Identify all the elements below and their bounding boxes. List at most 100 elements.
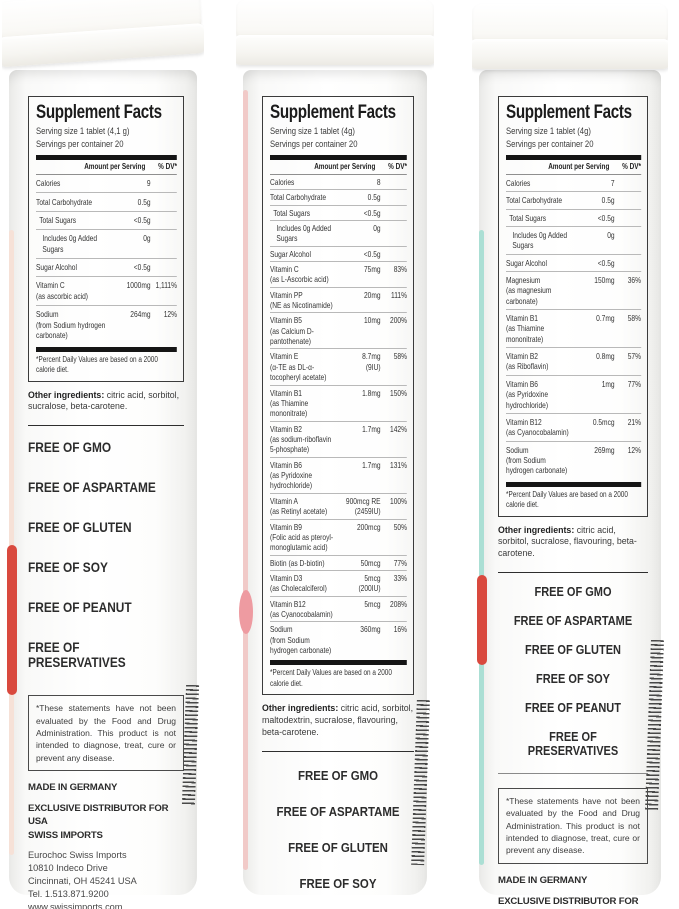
facts-row: Vitamin B12 (as Cyanocobalamin) 5mcg 208… [270, 597, 407, 623]
nutrient-name: Total Carbohydrate [270, 192, 327, 203]
serving-size: Serving size 1 tablet (4,1 g) [36, 125, 130, 137]
nutrient-amount: 1.7mg [362, 459, 381, 470]
free-of-item: FREE OF ASPARTAME [513, 614, 633, 629]
tube-3-body: Supplement Facts Serving size 1 tablet (… [477, 70, 664, 907]
amount-header: Amount per Serving [548, 162, 610, 172]
nutrient-name-cell: Sodium (from Sodium hydrogen carbonate) [36, 309, 107, 340]
nutrient-dv: 111% [391, 289, 407, 300]
nutrient-amount: 900mcg RE (2459IU) [345, 495, 381, 517]
facts-row: Biotin (as D-biotin) 50mcg 77% [270, 556, 407, 571]
nutrient-name-cell: Calories [506, 178, 571, 188]
nutrient-dv: 58% [393, 351, 407, 362]
nutrient-name-cell: Sugar Alcohol [270, 249, 337, 259]
nutrient-name-cell: Vitamin B9 (Folic acid as pteroyl-monogl… [270, 522, 337, 553]
nutrient-name: Includes 0g Added Sugars [42, 233, 98, 254]
free-of-item: FREE OF SOY [299, 875, 377, 891]
nutrient-subname: (from Sodium hydrogen carbonate) [36, 319, 106, 340]
nutrient-subname: (as Pyridoxine hydrochloride) [270, 470, 313, 491]
nutrient-name-cell: Sugar Alcohol [36, 262, 107, 272]
nutrient-amount: 0.5g [137, 196, 151, 207]
nutrient-amount: 0.5g [601, 195, 615, 206]
nutrient-dv: 131% [390, 459, 407, 470]
distributor-line2: SWISS IMPORTS [28, 829, 103, 841]
nutrient-name: Total Carbohydrate [36, 196, 93, 207]
other-ingredients: Other ingredients: citric acid, sorbitol… [28, 390, 184, 414]
nutrient-dv: 36% [627, 274, 641, 285]
nutrient-name-cell: Vitamin B1 (as Thiamine mononitrate) [506, 313, 571, 344]
tube-3-cap [472, 4, 668, 69]
nutrient-dv [617, 178, 641, 188]
nutrient-name: Biotin (as D-biotin) [270, 557, 325, 568]
fruit-illustration-edge [477, 575, 487, 665]
facts-row: Includes 0g Added Sugars 0g [506, 227, 641, 255]
nutrient-amount: 200mcg [356, 521, 381, 532]
nutrient-dv [383, 177, 407, 187]
nutrient-name-cell: Total Sugars [506, 213, 571, 223]
nutrient-name-cell: Vitamin E (α-TE as DL-α-tocopheryl aceta… [270, 351, 337, 382]
nutrient-dv: 58% [627, 313, 641, 324]
nutrient-dv [617, 213, 641, 223]
nutrient-dv: 77% [627, 378, 641, 389]
tube-2-cap [236, 0, 434, 65]
nutrient-amount: 7 [610, 177, 615, 188]
facts-row: Magnesium (as magnesium carbonate) 150mg… [506, 272, 641, 311]
nutrient-subname: (as Thiamine mononitrate) [506, 323, 545, 344]
facts-row: Sodium (from Sodium hydrogen carbonate) … [36, 306, 177, 344]
facts-row: Total Sugars <0.5g [270, 206, 407, 221]
nutrient-name-cell: Vitamin B12 (as Cyanocobalamin) [270, 599, 337, 620]
nutrient-name-cell: Includes 0g Added Sugars [36, 233, 107, 254]
nutrient-dv [617, 230, 641, 251]
nutrient-name: Total Sugars [273, 207, 311, 218]
nutrient-name: Vitamin B6 [506, 378, 538, 389]
nutrient-subname: (Folic acid as pteroyl-monoglutamic acid… [270, 531, 334, 553]
nutrient-amount: 360mg [360, 624, 381, 635]
tube-2-body: Supplement Facts Serving size 1 tablet (… [239, 70, 430, 895]
tube-3-label: Supplement Facts Serving size 1 tablet (… [479, 70, 661, 909]
address-line: Eurochoc Swiss Imports [28, 850, 127, 861]
facts-row: Vitamin A (as Retinyl acetate) 900mcg RE… [270, 494, 407, 520]
facts-row: Sugar Alcohol <0.5g [36, 259, 177, 277]
nutrient-name-cell: Total Carbohydrate [36, 197, 107, 207]
facts-title: Supplement Facts [36, 102, 162, 123]
facts-row: Includes 0g Added Sugars 0g [36, 230, 177, 259]
nutrient-name: Sodium [270, 624, 293, 635]
supplement-facts-panel: Supplement Facts Serving size 1 tablet (… [262, 96, 414, 696]
nutrient-amount: <0.5g [133, 262, 151, 273]
nutrient-amount: 8.7mg (9IU) [362, 351, 381, 372]
nutrient-subname: (as Thiamine mononitrate) [270, 397, 309, 419]
nutrient-dv [383, 208, 407, 218]
free-of-item: FREE OF PRESERVATIVES [28, 640, 126, 671]
nutrient-amount: 50mcg [360, 557, 381, 568]
address-line: www.swissimports.com [28, 902, 123, 909]
nutrient-amount: 0g [373, 222, 381, 233]
nutrient-amount: 20mg [363, 289, 381, 300]
facts-header: Amount per Serving % DV* [270, 160, 407, 175]
nutrient-subname: (NE as Nicotinamide) [270, 300, 333, 311]
nutrient-name: Magnesium [506, 274, 541, 285]
free-of-item: FREE OF GMO [297, 767, 379, 783]
nutrient-dv: 208% [390, 598, 407, 609]
facts-row: Sugar Alcohol <0.5g [270, 247, 407, 262]
nutrient-name: Sodium [36, 309, 59, 320]
nutrient-amount: <0.5g [133, 215, 151, 226]
nutrient-dv [153, 233, 177, 254]
nutrient-dv: 142% [390, 423, 407, 434]
facts-row: Vitamin B6 (as Pyridoxine hydrochloride)… [270, 458, 407, 494]
facts-row: Vitamin B2 (as Riboflavin) 0.8mg 57% [506, 348, 641, 376]
facts-row: Total Carbohydrate 0.5g [270, 190, 407, 206]
facts-row: Calories 9 [36, 175, 177, 194]
nutrient-name: Vitamin B5 [270, 315, 302, 326]
amount-header: Amount per Serving [84, 162, 146, 172]
nutrient-amount: 0g [143, 233, 151, 244]
nutrient-name-cell: Vitamin PP (NE as Nicotinamide) [270, 290, 337, 311]
nutrient-dv [617, 195, 641, 205]
nutrient-name-cell: Vitamin C (as L-Ascorbic acid) [270, 264, 337, 285]
tube-1-label: Supplement Facts Serving size 1 tablet (… [9, 70, 197, 909]
nutrient-name: Sodium [506, 444, 529, 455]
fruit-illustration-edge [7, 545, 17, 695]
nutrient-subname: (as magnesium carbonate) [506, 285, 552, 306]
nutrient-subname: (from Sodium hydrogen carbonate) [270, 634, 332, 656]
nutrient-name-cell: Vitamin B6 (as Pyridoxine hydrochloride) [270, 460, 337, 491]
address-line: Cincinnati, OH 45241 USA [28, 876, 137, 887]
free-of-item: FREE OF ASPARTAME [276, 803, 400, 819]
